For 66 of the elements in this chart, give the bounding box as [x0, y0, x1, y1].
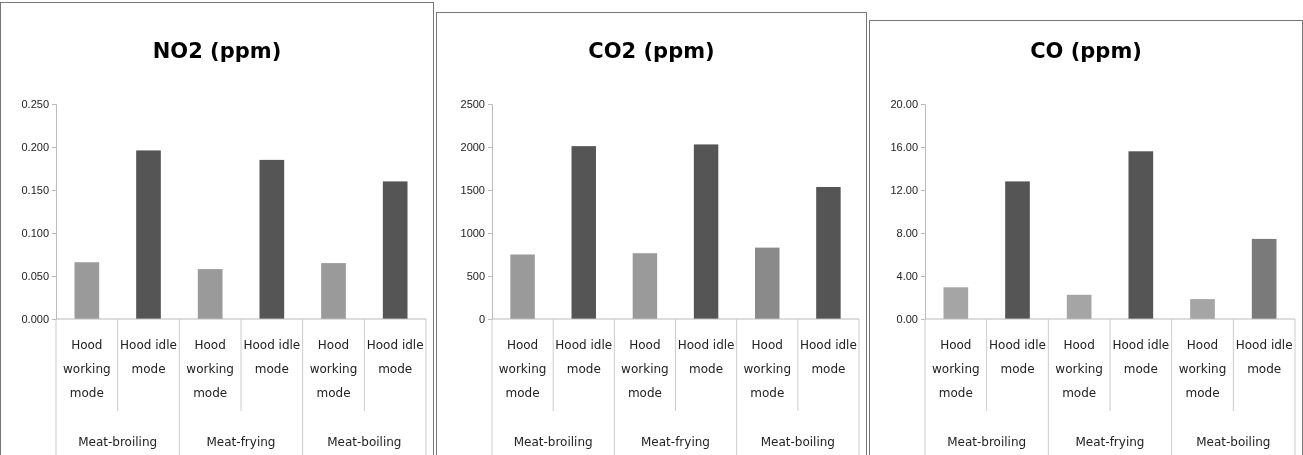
- y-tick-label: 0.150: [21, 184, 49, 197]
- text: Meat-broiling: [513, 435, 593, 449]
- text: Meat-frying: [206, 435, 276, 449]
- y-tick-label: 1500: [460, 184, 485, 197]
- chart-title: CO (ppm): [1030, 39, 1142, 63]
- x-tick-label: Hood working mode: [309, 338, 358, 400]
- x-tick-label: Hood working mode: [1055, 338, 1103, 400]
- y-tick-label: 4.00: [896, 270, 918, 283]
- bar: [571, 146, 596, 319]
- x-tick-label: Hood idle mode: [800, 338, 857, 376]
- y-tick-label: 0.000: [21, 313, 49, 326]
- y-tick-label: 0.100: [21, 227, 49, 240]
- x-tick-label: Hood idle mode: [989, 338, 1046, 376]
- x-tick-label: Hood working mode: [743, 338, 792, 400]
- y-tick-label: 12.00: [890, 184, 918, 197]
- bar: [321, 263, 346, 319]
- x-tick-label: Hood idle mode: [243, 338, 301, 376]
- text: Meat-boiling: [760, 435, 835, 449]
- y-tick-label: 0.050: [21, 270, 49, 283]
- text: Meat-frying: [641, 435, 710, 449]
- y-tick-label: 1000: [460, 227, 485, 240]
- chart-title: NO2 (ppm): [152, 39, 282, 63]
- bar: [1066, 294, 1092, 319]
- y-tick-label: 0.00: [896, 313, 918, 326]
- y-tick-label: 0.200: [21, 141, 49, 154]
- bar: [1128, 151, 1154, 319]
- text: Meat-boiling: [327, 435, 402, 449]
- x-tick-label: Hood working mode: [63, 338, 111, 400]
- x-tick-label: Hood working mode: [621, 338, 669, 400]
- bar: [943, 287, 969, 319]
- y-tick-label: 8.00: [896, 227, 918, 240]
- text: Meat-frying: [1075, 435, 1145, 449]
- bar: [1005, 181, 1030, 319]
- bar: [259, 159, 285, 319]
- text: Meat-broiling: [947, 435, 1027, 449]
- chart-title: CO2 (ppm): [588, 39, 715, 63]
- bar: [197, 269, 223, 319]
- x-tick-label: Hood idle mode: [120, 338, 177, 376]
- y-tick-label: 16.00: [890, 141, 918, 154]
- y-tick-label: 500: [466, 270, 485, 283]
- x-tick-label: Hood working mode: [498, 338, 547, 400]
- bar: [1190, 299, 1215, 319]
- y-tick-label: 2000: [460, 141, 485, 154]
- bar: [755, 247, 780, 319]
- bar: [816, 186, 841, 319]
- text: Meat-boiling: [1196, 435, 1271, 449]
- x-tick-label: Hood working mode: [186, 338, 234, 400]
- x-tick-label: Hood working mode: [932, 338, 980, 400]
- text: Meat-broiling: [78, 435, 158, 449]
- y-tick-label: 0: [478, 313, 485, 326]
- x-tick-label: Hood idle mode: [677, 338, 735, 376]
- y-tick-label: 2500: [460, 98, 485, 111]
- x-tick-label: Hood idle mode: [1112, 338, 1170, 376]
- bar: [136, 150, 161, 319]
- y-tick-label: 0.250: [21, 98, 49, 111]
- bar: [1251, 238, 1277, 319]
- x-tick-label: Hood idle mode: [1235, 338, 1293, 376]
- x-tick-label: Hood idle mode: [555, 338, 613, 376]
- x-tick-label: Hood working mode: [1178, 338, 1227, 400]
- bar: [632, 253, 658, 319]
- bar: [382, 181, 408, 319]
- bar: [693, 144, 719, 319]
- x-tick-label: Hood idle mode: [366, 338, 424, 376]
- bar: [74, 262, 100, 319]
- bar: [510, 254, 535, 319]
- y-tick-label: 20.00: [890, 98, 918, 111]
